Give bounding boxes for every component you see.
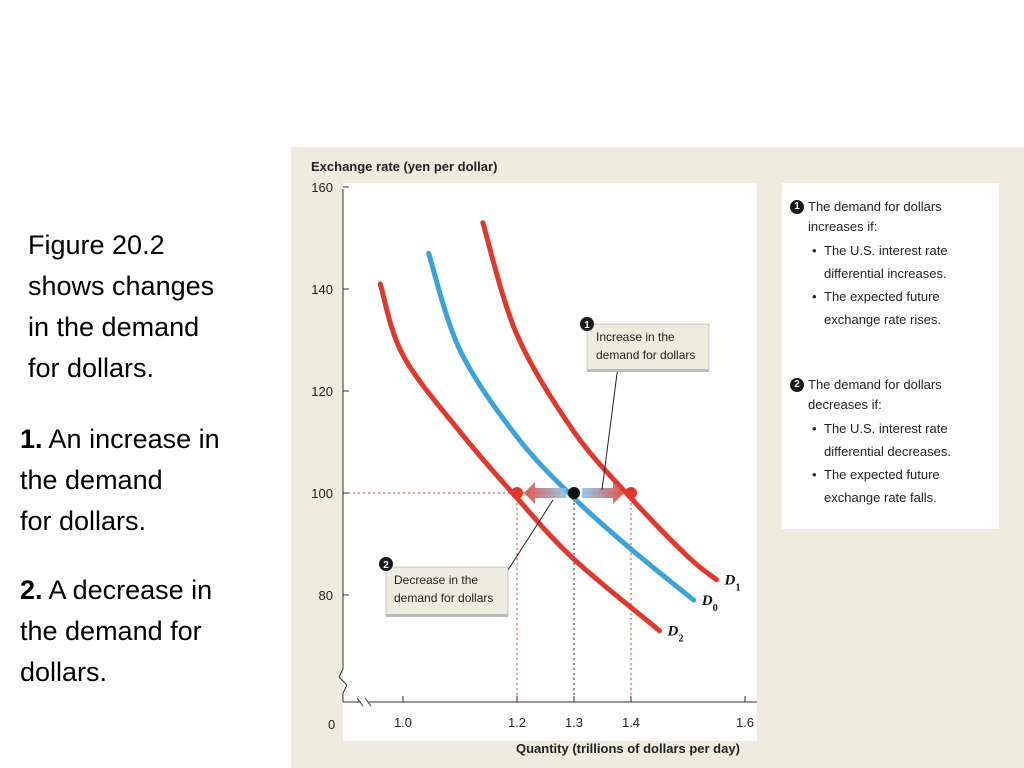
plot-area bbox=[343, 183, 757, 741]
point-decrease: 2. A decrease in the demand for dollars. bbox=[20, 570, 212, 693]
x-tick-label: 1.2 bbox=[508, 715, 526, 730]
note-title: The demand for dollars increases if: bbox=[808, 199, 942, 234]
y-tick-label: 160 bbox=[311, 180, 333, 195]
demand-curves: D 1D 0D 2 bbox=[377, 220, 741, 645]
callout-increase: 1 Increase in the demand for dollars bbox=[580, 317, 710, 491]
point-d0 bbox=[568, 487, 580, 499]
curve-label-d1: D bbox=[724, 573, 736, 589]
y-tick-label: 100 bbox=[311, 486, 333, 501]
curve-d1 bbox=[480, 220, 719, 583]
point-text: A decrease in the demand for dollars. bbox=[20, 575, 213, 687]
y-axis-title: Exchange rate (yen per dollar) bbox=[311, 159, 497, 174]
callout-line-1: Decrease in the bbox=[394, 573, 478, 587]
point-d1 bbox=[625, 487, 637, 499]
curve-label-sub: 0 bbox=[713, 603, 718, 614]
x-tick-label: 1.6 bbox=[736, 715, 754, 730]
note-badge: 1 bbox=[790, 200, 804, 214]
x-tick-label: 1.0 bbox=[394, 715, 412, 730]
note-title: The demand for dollars decreases if: bbox=[808, 377, 942, 412]
x-tick-label: 1.4 bbox=[622, 715, 640, 730]
note-bullet: The expected future exchange rate rises. bbox=[812, 285, 995, 331]
note-bullet: The U.S. interest rate differential decr… bbox=[812, 417, 995, 463]
curve-label-d0: D bbox=[701, 593, 713, 609]
point-increase: 1. An increase in the demand for dollars… bbox=[20, 419, 220, 542]
x-axis-title: Quantity (trillions of dollars per day) bbox=[516, 741, 740, 756]
arrow-increase bbox=[582, 482, 624, 504]
y-axis bbox=[338, 189, 348, 702]
callout-line-2: demand for dollars bbox=[394, 591, 493, 605]
point-number: 1. bbox=[20, 424, 43, 454]
slide-text: Figure 20.2 shows changes in the demand … bbox=[0, 0, 300, 768]
curve-d2 bbox=[377, 281, 662, 634]
note-badge: 2 bbox=[790, 378, 804, 392]
curve-label-d2: D bbox=[667, 624, 679, 640]
shift-arrows bbox=[524, 482, 624, 504]
x-axis bbox=[343, 697, 757, 707]
origin-label: 0 bbox=[328, 717, 335, 732]
point-text: An increase in the demand for dollars. bbox=[20, 424, 220, 536]
y-tick-label: 120 bbox=[311, 384, 333, 399]
callout-badge: 1 bbox=[584, 320, 590, 331]
curve-label-sub: 2 bbox=[679, 634, 684, 645]
y-tick-label: 80 bbox=[319, 588, 333, 603]
callout-line-1: Increase in the bbox=[596, 330, 675, 344]
x-tick-label: 1.3 bbox=[565, 715, 583, 730]
intro-text: Figure 20.2 shows changes in the demand … bbox=[28, 230, 215, 383]
callout-line-2: demand for dollars bbox=[596, 348, 695, 362]
note-decrease: 2 The demand for dollars decreases if: T… bbox=[790, 375, 995, 509]
callout-badge: 2 bbox=[383, 560, 389, 571]
notes-panel: 1 The demand for dollars increases if: T… bbox=[782, 183, 999, 529]
callout-decrease: 2 Decrease in the demand for dollars bbox=[379, 499, 554, 617]
curve-d0 bbox=[426, 250, 697, 603]
equilibrium-points bbox=[511, 487, 637, 499]
note-increase: 1 The demand for dollars increases if: T… bbox=[790, 197, 995, 331]
point-d2 bbox=[511, 487, 523, 499]
curve-label-sub: 1 bbox=[736, 583, 741, 594]
note-bullet: The expected future exchange rate falls. bbox=[812, 463, 995, 509]
y-tick-label: 140 bbox=[311, 282, 333, 297]
demand-chart: Exchange rate (yen per dollar) Quantity … bbox=[311, 159, 757, 756]
note-bullet: The U.S. interest rate differential incr… bbox=[812, 239, 995, 285]
point-number: 2. bbox=[20, 575, 43, 605]
arrow-decrease bbox=[524, 482, 566, 504]
